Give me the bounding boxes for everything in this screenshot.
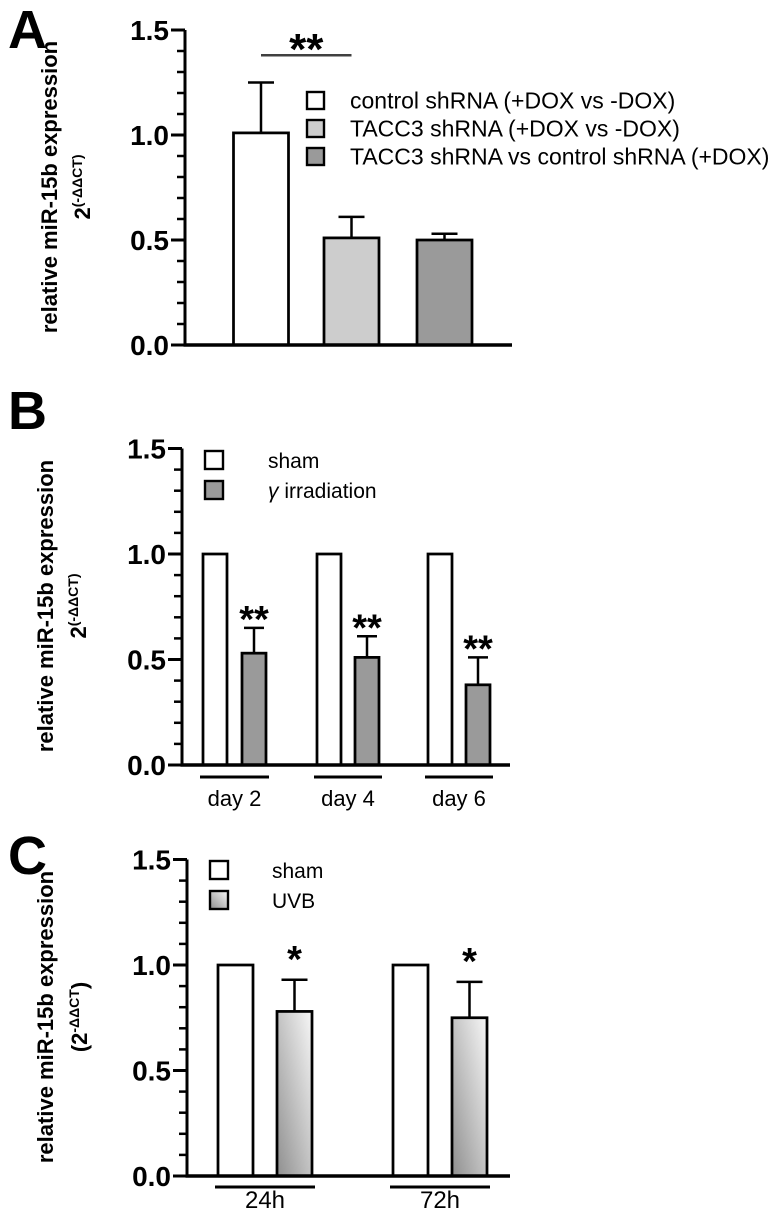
panel-c-letter: C: [8, 826, 47, 886]
group-label: day 4: [321, 786, 375, 811]
bar-a-s0-c0: [232, 131, 290, 347]
bar-b-s0-c1: [315, 552, 343, 767]
legend-label: γ irradiation: [268, 480, 377, 503]
y-tick-label: 1.5: [130, 15, 169, 46]
significance-stars: **: [352, 607, 382, 649]
significance-stars: *: [462, 941, 477, 983]
y-axis-label: relative miR-15b expression: [33, 460, 58, 752]
legend-label: TACC3 shRNA vs control shRNA (+DOX): [350, 144, 769, 170]
legend-label: control shRNA (+DOX vs -DOX): [350, 88, 675, 114]
panel-a-letter: A: [8, 0, 47, 60]
y-axis-label: relative miR-15b expression: [33, 871, 58, 1163]
y-tick-label: 0.5: [130, 225, 169, 256]
y-tick-label: 0.0: [132, 1161, 171, 1192]
legend-swatch-mid_gray-icon: [203, 479, 225, 501]
significance-stars: **: [239, 599, 269, 641]
y-tick-label: 1.0: [132, 950, 171, 981]
panel-c-chart: 0.0 0.5 1.0 1.5 * * sham UVB relative miR-15b ex…: [33, 845, 510, 1210]
group-label: day 2: [208, 786, 262, 811]
legend-label: sham: [272, 860, 323, 883]
significance-stars: **: [289, 25, 324, 74]
legend-swatch-light_gray-icon: [305, 118, 326, 139]
group-label: 72h: [420, 1187, 460, 1210]
legend-label: UVB: [272, 890, 315, 913]
bar-b-s1-c2: [464, 683, 492, 767]
bar-c-s1-c1: [450, 1016, 489, 1178]
y-tick-label: 1.0: [127, 539, 166, 570]
bar-a-s1-c0: [322, 236, 381, 347]
bar-b-s0-c0: [201, 552, 229, 767]
bar-b-s0-c2: [426, 552, 454, 767]
y-tick-label: 1.5: [127, 434, 166, 465]
bar-c-s1-c0: [275, 1010, 314, 1178]
y-tick-label: 1.0: [130, 120, 169, 151]
bar-b-s1-c0: [240, 651, 268, 767]
y-axis-label-formula: 2(-ΔΔCT): [69, 154, 95, 219]
y-tick-label: 0.5: [132, 1056, 171, 1087]
significance-stars: **: [463, 628, 493, 670]
legend-swatch-gradient-icon: [208, 889, 230, 911]
group-label: 24h: [245, 1187, 285, 1210]
bar-a-s2-c0: [415, 238, 474, 347]
legend-label: TACC3 shRNA (+DOX vs -DOX): [350, 116, 680, 142]
legend-swatch-white-icon: [203, 449, 225, 471]
significance-stars: *: [287, 939, 302, 981]
bar-c-s0-c0: [216, 963, 255, 1178]
y-axis-label-formula: (2-ΔΔCT): [66, 982, 92, 1052]
y-tick-label: 0.0: [127, 750, 166, 781]
group-label: day 6: [432, 786, 486, 811]
legend-swatch-white-icon: [208, 859, 230, 881]
panel-b-chart: 0.0 0.5 1.0 1.5 ** ** ** sham γ irradiation relat…: [33, 434, 510, 811]
legend-swatch-mid_gray-icon: [305, 146, 326, 167]
panel-b-letter: B: [8, 381, 47, 441]
y-axis-label-formula: 2(-ΔΔCT): [65, 573, 91, 638]
panel-a-chart: 0.0 0.5 1.0 1.5 ** control shRNA (+DOX vs -DO…: [37, 15, 769, 361]
y-tick-label: 1.5: [132, 845, 171, 876]
legend-label: sham: [268, 450, 319, 473]
bar-c-s0-c1: [391, 963, 430, 1178]
bar-b-s1-c1: [353, 656, 381, 767]
y-tick-label: 0.5: [127, 645, 166, 676]
legend-swatch-white-icon: [305, 90, 326, 111]
y-tick-label: 0.0: [130, 330, 169, 361]
y-axis-label: relative miR-15b expression: [37, 41, 62, 333]
